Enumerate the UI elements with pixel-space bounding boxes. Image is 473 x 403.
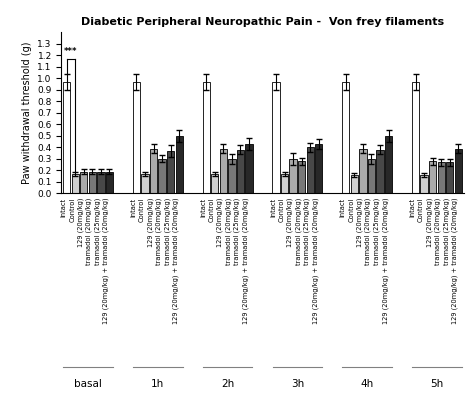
Bar [359,149,367,193]
Bar [245,144,253,193]
Bar [289,159,297,193]
Bar [272,82,280,193]
Bar [315,144,323,193]
Text: 4h: 4h [360,379,374,389]
Bar [202,82,210,193]
Bar [141,174,149,193]
Text: Intact: Intact [340,197,346,216]
Text: tramadol (20mg/kg): tramadol (20mg/kg) [365,197,371,265]
Bar [237,150,244,193]
Text: Intact: Intact [131,197,136,216]
Text: 129 (20mg/kg) + tramadol (20mg/kg): 129 (20mg/kg) + tramadol (20mg/kg) [243,197,249,324]
Bar [377,150,384,193]
Text: Intact: Intact [270,197,276,216]
Bar [158,159,166,193]
Bar [150,149,157,193]
Text: 129 (20mg/kg) + tramadol (20mg/kg): 129 (20mg/kg) + tramadol (20mg/kg) [173,197,179,324]
Bar [175,136,183,193]
Bar [211,174,219,193]
Bar [97,172,105,193]
Title: Diabetic Peripheral Neuropathic Pain -  Von frey filaments: Diabetic Peripheral Neuropathic Pain - V… [81,17,444,27]
Text: 2h: 2h [221,379,234,389]
Text: 129 (20mg/kg): 129 (20mg/kg) [356,197,363,247]
Text: Control: Control [139,197,145,222]
Text: ***: *** [64,48,78,56]
Bar [89,172,96,193]
Text: 1h: 1h [151,379,165,389]
Text: tramadol (20mg/kg): tramadol (20mg/kg) [226,197,232,265]
Bar [350,175,358,193]
Text: Control: Control [69,197,75,222]
Text: tramadol (25mg/kg): tramadol (25mg/kg) [304,197,310,265]
Text: tramadol (25mg/kg): tramadol (25mg/kg) [443,197,450,265]
Bar [298,161,306,193]
Text: 129 (20mg/kg) + tramadol (20mg/kg): 129 (20mg/kg) + tramadol (20mg/kg) [312,197,319,324]
Text: 129 (20mg/kg) + tramadol (20mg/kg): 129 (20mg/kg) + tramadol (20mg/kg) [452,197,458,324]
Text: Control: Control [418,197,424,222]
Text: basal: basal [74,379,102,389]
Text: tramadol (25mg/kg): tramadol (25mg/kg) [164,197,171,265]
Bar [63,82,70,193]
Text: tramadol (25mg/kg): tramadol (25mg/kg) [95,197,101,265]
Text: 129 (20mg/kg) + tramadol (20mg/kg): 129 (20mg/kg) + tramadol (20mg/kg) [103,197,109,324]
Text: tramadol (25mg/kg): tramadol (25mg/kg) [234,197,240,265]
Text: 129 (20mg/kg): 129 (20mg/kg) [147,197,154,247]
Y-axis label: Paw withdrawal threshold (g): Paw withdrawal threshold (g) [22,42,32,184]
Bar [281,174,288,193]
Text: 3h: 3h [291,379,304,389]
Text: Control: Control [209,197,215,222]
Text: tramadol (20mg/kg): tramadol (20mg/kg) [435,197,441,265]
Text: tramadol (20mg/kg): tramadol (20mg/kg) [295,197,302,265]
Text: 5h: 5h [430,379,444,389]
Bar [429,161,436,193]
Text: Control: Control [279,197,285,222]
Text: Intact: Intact [410,197,416,216]
Bar [368,159,375,193]
Bar [455,149,462,193]
Text: 129 (20mg/kg): 129 (20mg/kg) [287,197,293,247]
Bar [342,82,350,193]
Bar [446,162,454,193]
Bar [71,174,79,193]
Bar [412,82,419,193]
Text: 129 (20mg/kg) + tramadol (20mg/kg): 129 (20mg/kg) + tramadol (20mg/kg) [382,197,389,324]
Bar [167,151,175,193]
Text: 129 (20mg/kg): 129 (20mg/kg) [217,197,223,247]
Text: 129 (20mg/kg): 129 (20mg/kg) [77,197,84,247]
Text: Control: Control [348,197,354,222]
Text: Intact: Intact [61,197,67,216]
Bar [385,136,392,193]
Text: tramadol (20mg/kg): tramadol (20mg/kg) [86,197,92,265]
Bar [420,175,428,193]
Text: tramadol (25mg/kg): tramadol (25mg/kg) [374,197,380,265]
Bar [80,172,88,193]
Bar [106,172,113,193]
Bar [133,82,140,193]
Text: Intact: Intact [200,197,206,216]
Bar [438,162,445,193]
Text: 129 (20mg/kg): 129 (20mg/kg) [426,197,433,247]
Bar [307,147,314,193]
Bar [219,149,227,193]
Text: tramadol (20mg/kg): tramadol (20mg/kg) [156,197,162,265]
Bar [228,159,236,193]
